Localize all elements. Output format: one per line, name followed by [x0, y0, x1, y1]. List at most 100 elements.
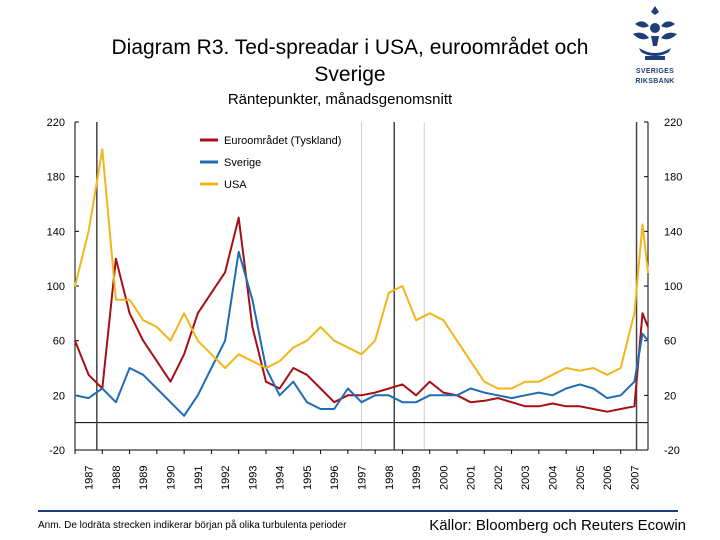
data-point-2-18 — [319, 326, 322, 328]
x-tick-label-8: 1995 — [302, 466, 314, 490]
data-point-2-10 — [210, 353, 213, 356]
data-point-1-36 — [565, 387, 567, 390]
chart-subtitle: Räntepunkter, månadsgenomsnitt — [227, 91, 453, 108]
data-point-0-7 — [169, 380, 172, 383]
data-point-0-40 — [619, 408, 622, 410]
data-point-0-43 — [647, 326, 649, 328]
data-point-0-9 — [197, 312, 199, 315]
x-tick-label-0: 1987 — [84, 466, 96, 490]
legend-label-2: USA — [224, 179, 247, 191]
data-point-1-11 — [224, 339, 226, 342]
data-point-2-32 — [510, 387, 513, 390]
data-point-1-3 — [115, 401, 117, 404]
data-point-2-17 — [306, 339, 308, 342]
chart-title-line-2: Sverige — [314, 63, 386, 86]
x-tick-label-14: 2001 — [466, 466, 478, 490]
data-point-1-26 — [428, 394, 431, 397]
data-point-2-12 — [237, 353, 240, 356]
data-point-2-38 — [592, 367, 595, 369]
data-point-0-13 — [251, 326, 254, 328]
data-point-0-18 — [319, 387, 322, 390]
x-tick-label-17: 2004 — [548, 466, 560, 490]
data-point-2-23 — [388, 292, 390, 294]
data-point-0-11 — [224, 271, 226, 274]
data-point-1-38 — [592, 387, 595, 390]
data-point-1-12 — [237, 251, 240, 253]
data-point-0-33 — [524, 405, 526, 408]
data-point-2-3 — [115, 298, 117, 301]
data-point-1-22 — [374, 394, 376, 397]
data-point-0-37 — [579, 405, 581, 408]
data-point-0-41 — [633, 405, 636, 408]
x-tick-label-13: 2000 — [438, 466, 450, 490]
data-point-1-43 — [647, 339, 649, 342]
data-point-0-17 — [306, 374, 308, 376]
data-point-2-30 — [483, 380, 486, 383]
data-point-0-31 — [497, 397, 499, 399]
data-point-1-29 — [469, 387, 472, 390]
footer-rule — [38, 510, 678, 512]
logo-text-line-1: SVERIGES — [635, 68, 675, 75]
legend-label-1: Sverige — [224, 157, 261, 169]
data-point-1-5 — [142, 374, 144, 376]
data-point-2-42 — [641, 223, 644, 226]
data-point-1-37 — [579, 383, 581, 386]
data-point-0-20 — [347, 394, 349, 397]
data-point-0-16 — [292, 367, 295, 369]
data-point-2-4 — [128, 298, 131, 301]
x-tick-label-10: 1997 — [357, 466, 369, 490]
data-point-2-35 — [551, 374, 554, 376]
data-point-1-39 — [606, 397, 608, 399]
data-point-1-19 — [333, 408, 336, 410]
ted-spread-chart: -20 -20 20 20 60 60 100 100 140 140 180 180 220 220 19… — [47, 117, 683, 490]
x-tick-label-12: 1999 — [411, 466, 423, 490]
y-tick-label-right-5: 180 — [664, 172, 682, 184]
data-point-2-8 — [183, 312, 185, 315]
data-point-2-14 — [265, 367, 267, 369]
data-point-1-27 — [442, 394, 445, 397]
y-tick-label-left-4: 140 — [47, 226, 65, 238]
chart-series-lines — [74, 148, 649, 417]
data-point-2-36 — [565, 367, 567, 369]
data-point-2-37 — [579, 369, 581, 372]
x-tick-label-1: 1988 — [111, 466, 123, 490]
data-point-0-3 — [115, 257, 117, 260]
data-point-1-23 — [388, 394, 390, 397]
data-point-1-4 — [128, 367, 131, 369]
data-point-1-35 — [551, 394, 554, 397]
chart-legend: Euroområdet (Tyskland) Sverige USA — [200, 135, 341, 191]
data-point-0-29 — [469, 401, 472, 404]
data-point-2-31 — [497, 387, 499, 390]
data-point-0-12 — [237, 216, 240, 219]
data-point-1-16 — [292, 380, 295, 383]
data-point-0-32 — [510, 401, 513, 404]
data-point-2-29 — [469, 360, 472, 363]
data-point-1-6 — [156, 387, 158, 390]
data-point-2-28 — [456, 339, 458, 342]
data-point-1-40 — [619, 394, 622, 397]
x-tick-label-11: 1998 — [384, 466, 396, 490]
data-point-0-6 — [156, 360, 158, 363]
x-tick-label-7: 1994 — [275, 466, 287, 490]
data-point-1-2 — [101, 387, 104, 390]
data-point-0-14 — [265, 380, 267, 383]
y-tick-label-right-6: 220 — [664, 117, 682, 129]
data-point-0-42 — [641, 312, 644, 315]
data-point-1-15 — [278, 394, 281, 397]
data-point-0-8 — [183, 353, 185, 356]
data-point-1-24 — [401, 401, 404, 404]
data-point-2-9 — [197, 339, 199, 342]
data-point-1-21 — [360, 401, 363, 404]
data-point-1-42 — [641, 333, 644, 335]
x-tick-label-5: 1992 — [220, 466, 232, 490]
data-point-0-24 — [401, 383, 404, 386]
data-point-1-28 — [456, 394, 458, 397]
data-point-1-18 — [319, 408, 322, 410]
data-point-2-43 — [647, 271, 649, 274]
data-point-2-39 — [606, 374, 608, 376]
data-point-0-4 — [128, 312, 131, 315]
y-tick-label-right-0: -20 — [664, 445, 680, 457]
series-line-0 — [74, 216, 649, 413]
x-tick-label-16: 2003 — [520, 466, 532, 490]
data-point-2-25 — [415, 319, 417, 322]
